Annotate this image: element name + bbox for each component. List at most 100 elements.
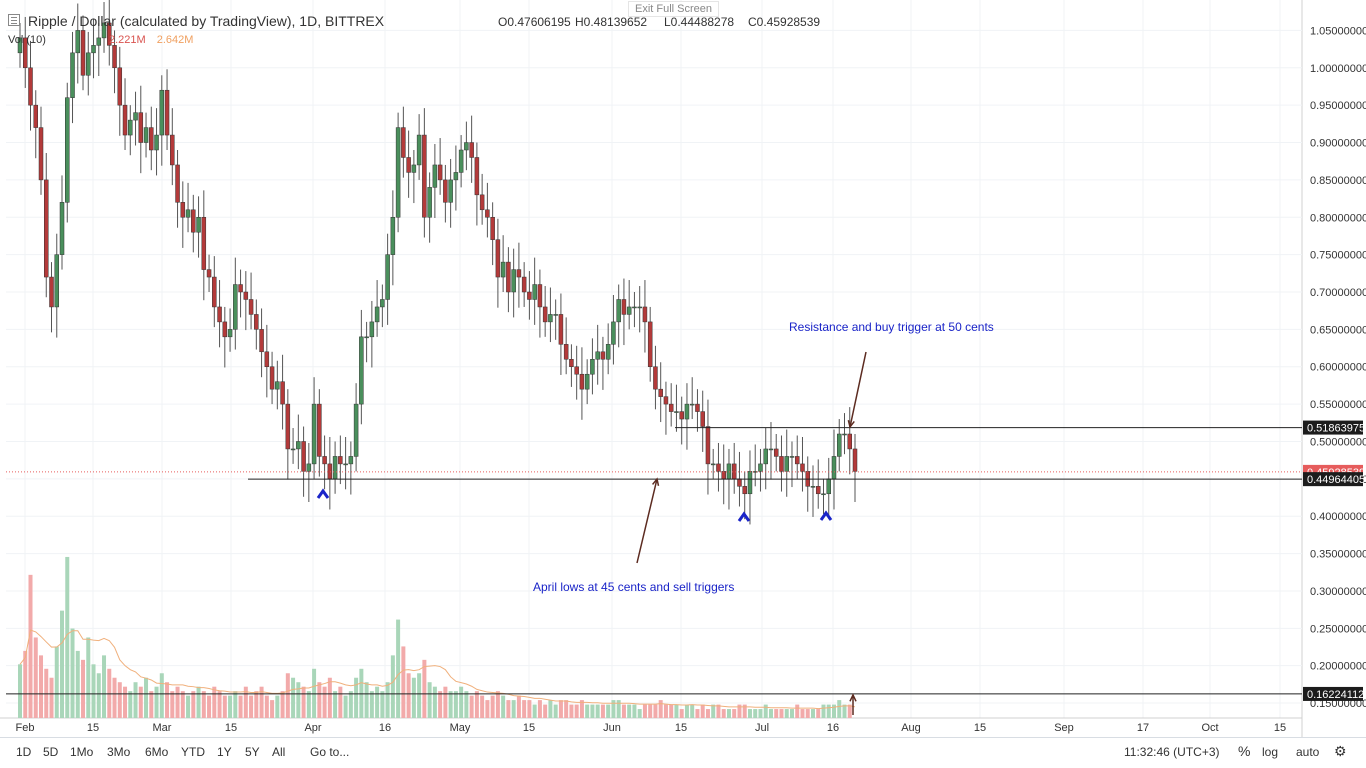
candle-body [86,52,91,76]
candle-body [737,478,742,487]
range-all-button[interactable]: All [272,745,286,759]
price-tick-label: 0.50000000 [1310,436,1366,448]
volume-bar [621,704,626,718]
volume-value: 2.221M [108,34,146,46]
volume-bar [159,673,164,718]
volume-bar [327,677,332,718]
candle-body [768,448,774,451]
volume-bar [65,556,70,718]
volume-bar [207,695,212,718]
range-6mo-button[interactable]: 6Mo [145,745,169,759]
candle-body [836,433,842,457]
candle-body [343,463,348,466]
range-1mo-button[interactable]: 1Mo [70,745,94,759]
candle-body [49,276,54,308]
volume-bar [317,682,322,718]
volume-bar [847,704,852,718]
volume-bar [821,704,826,718]
range-3mo-button[interactable]: 3Mo [107,745,131,759]
volume-bar [837,700,842,718]
candle-body [731,463,737,480]
volume-bar [81,659,86,718]
percent-toggle[interactable]: % [1238,743,1251,759]
candle-body [59,202,65,255]
candle-body [821,493,826,496]
candle-body [390,217,396,255]
volume-bar [721,709,726,718]
range-1y-button[interactable]: 1Y [217,745,232,759]
candle-body [185,209,191,218]
high-value: H0.48139652 [575,15,648,29]
volume-bar [348,691,353,718]
candle-body [296,441,301,450]
candle-body [122,104,128,136]
candle-body [70,52,75,98]
candle-body [521,276,527,293]
volume-bar [165,682,170,718]
candle-body [91,45,96,54]
volume-bar [558,700,563,718]
price-tick-label: 0.85000000 [1310,175,1366,187]
candle-body [779,456,784,472]
volume-ma-value: 2.642M [156,34,194,46]
menu-icon[interactable] [8,14,20,26]
candle-body [847,433,852,450]
volume-bar [480,695,485,718]
auto-toggle[interactable]: auto [1296,745,1320,759]
grid [0,0,1303,737]
candle-body [579,373,585,390]
candle-body [721,471,726,480]
candle-body [285,403,291,450]
candle-body [511,269,516,293]
volume-bar [616,700,621,718]
candle-body [758,463,763,472]
candle-body [427,187,432,218]
log-toggle[interactable]: log [1262,745,1279,759]
candle-body [359,336,364,405]
price-axis: 1.05000000 1.00000000 0.95000000 0.90000000… [1303,25,1366,710]
candle-body [117,67,123,106]
candle-body [212,276,217,308]
candle-body [716,463,721,472]
volume-bar [684,704,689,718]
candle-body [227,329,233,338]
goto-button[interactable]: Go to... [310,745,350,759]
volume-indicator: Vol (10) 2.221M 2.642M [8,34,193,46]
volume-bar [86,637,91,718]
volume-bar [144,677,149,718]
volume-bar [369,691,374,718]
time-tick-label: 17 [1137,722,1149,734]
volume-bar [375,686,380,718]
close-value: C0.45928539 [748,15,821,29]
volume-bar [49,677,54,718]
july-low-marker-2 [819,510,833,521]
candle-body [726,463,732,480]
volume-bar [700,704,705,718]
volume-bar [763,704,768,718]
candle-body [695,403,700,412]
volume-bar [196,686,201,718]
volume-bar [180,691,185,718]
volume-bar [632,704,637,718]
range-5d-button[interactable]: 5D [43,745,59,759]
candle-body [385,254,390,300]
candle-body [175,164,180,203]
candle-body [206,269,212,278]
volume-bar [322,686,327,718]
range-ytd-button[interactable]: YTD [181,745,205,759]
volume-bar [495,691,500,718]
settings-icon[interactable]: ⚙ [1334,743,1347,759]
candle-body [684,403,690,420]
candle-body [380,299,385,308]
candle-body [107,22,112,46]
candle-body [138,112,144,143]
candle-body [269,366,275,390]
candle-body [254,314,259,330]
candle-body [448,179,453,203]
range-5y-button[interactable]: 5Y [245,745,260,759]
price-chart[interactable]: 1.05000000 1.00000000 0.95000000 0.90000000… [0,0,1366,737]
range-1d-button[interactable]: 1D [16,745,32,759]
candle-body [322,456,327,465]
candle-body [374,306,380,323]
volume-bar [70,628,75,718]
